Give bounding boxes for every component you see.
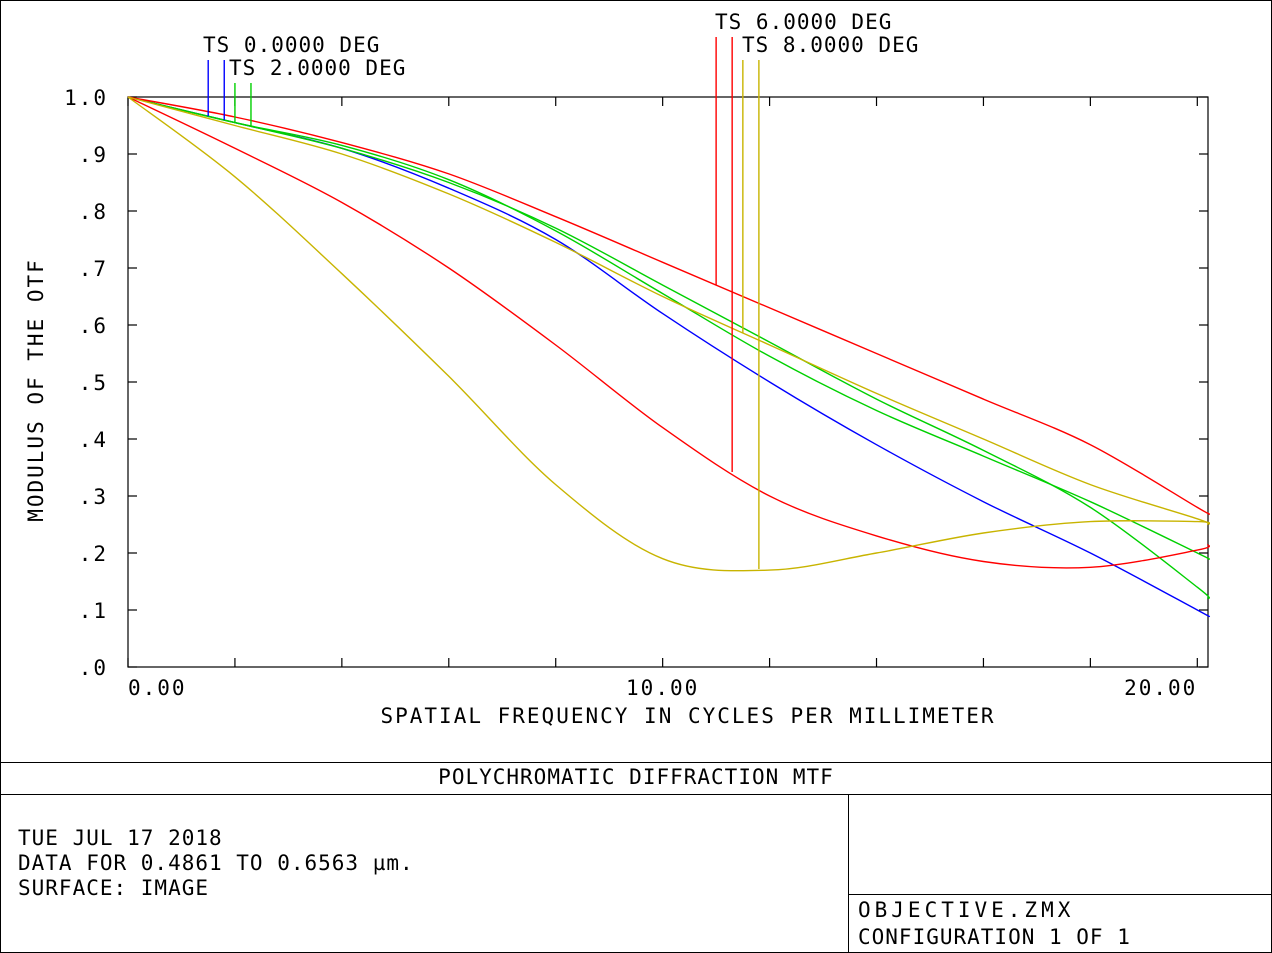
y-tick-label: .9 — [79, 143, 108, 167]
configuration-text: CONFIGURATION 1 OF 1 — [858, 925, 1131, 949]
y-tick-label: .7 — [79, 257, 108, 281]
legend-label: TS 8.0000 DEG — [742, 33, 919, 57]
filename-divider — [848, 894, 1272, 895]
x-tick-label: 10.00 — [626, 676, 699, 700]
wavelength-range-text: DATA FOR 0.4861 TO 0.6563 µm. — [18, 851, 414, 875]
title-divider-bottom — [0, 794, 1272, 795]
x-tick-label: 0.00 — [128, 676, 187, 700]
y-axis-label: MODULUS OF THE OTF — [24, 258, 48, 522]
mtf-curve — [127, 96, 1211, 526]
chart-title: POLYCHROMATIC DIFFRACTION MTF — [438, 765, 834, 789]
title-divider-top — [0, 762, 1272, 763]
y-tick-label: .5 — [79, 371, 108, 395]
y-tick-label: 1.0 — [64, 86, 108, 110]
mtf-chart: .0 .1 .2 .3 .4 .5 .6 .7 .8 .9 1.0 0.00 10.00 20.00 SPA… — [24, 10, 1211, 728]
date-text: TUE JUL 17 2018 — [18, 826, 223, 850]
y-tick-label: .0 — [79, 656, 108, 680]
y-tick-label: .4 — [79, 428, 108, 452]
x-tick-label: 20.00 — [1124, 676, 1197, 700]
info-block: TUE JUL 17 2018 DATA FOR 0.4861 TO 0.656… — [18, 826, 414, 901]
legend-label: TS 0.0000 DEG — [203, 33, 380, 57]
plot-area-border — [127, 96, 1209, 668]
mtf-curve — [127, 96, 1211, 572]
mtf-curve — [127, 96, 1211, 560]
mtf-curve — [127, 96, 1211, 600]
surface-text: SURFACE: IMAGE — [18, 876, 210, 900]
y-tick-label: .8 — [79, 200, 108, 224]
y-tick-label: .3 — [79, 485, 108, 509]
y-tick-label: .2 — [79, 542, 108, 566]
mtf-curve — [127, 96, 1211, 569]
info-panel-divider — [848, 794, 849, 953]
y-tick-label: .1 — [79, 599, 108, 623]
x-axis-label: SPATIAL FREQUENCY IN CYCLES PER MILLIMET… — [380, 704, 995, 728]
legend-label: TS 2.0000 DEG — [229, 56, 406, 80]
filename-text: OBJECTIVE.ZMX — [858, 898, 1075, 922]
y-tick-label: .6 — [79, 314, 108, 338]
legend-label: TS 6.0000 DEG — [715, 10, 892, 34]
mtf-curve — [127, 96, 1211, 515]
